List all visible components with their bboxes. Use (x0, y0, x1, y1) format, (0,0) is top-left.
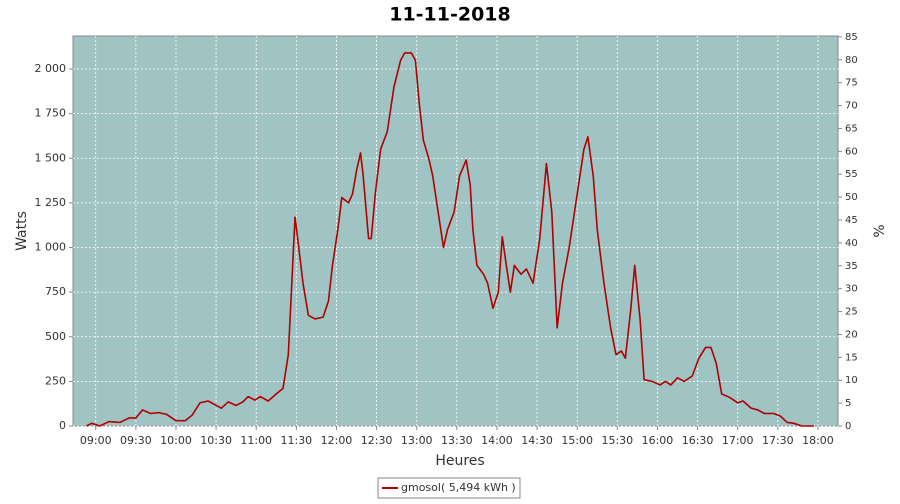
y-tick-label: 2 000 (35, 62, 67, 75)
x-tick-label: 11:30 (280, 434, 312, 447)
x-tick-label: 13:30 (441, 434, 473, 447)
x-tick-label: 12:00 (321, 434, 353, 447)
y2-tick-label: 85 (845, 32, 858, 43)
legend: gmosol( 5,494 kWh ) (377, 477, 521, 499)
x-tick-label: 11:00 (240, 434, 272, 447)
x-tick-label: 10:00 (160, 434, 192, 447)
y2-tick-label: 45 (845, 215, 858, 226)
y-tick-label: 250 (45, 374, 66, 387)
x-tick-label: 09:00 (80, 434, 112, 447)
x-tick-label: 15:30 (601, 434, 633, 447)
y-tick-label: 0 (59, 419, 66, 432)
x-tick-label: 09:30 (120, 434, 152, 447)
legend-label: gmosol( 5,494 kWh ) (401, 481, 516, 494)
x-tick-label: 17:00 (722, 434, 754, 447)
y2-axis-label: % (872, 224, 888, 237)
x-tick-label: 18:00 (802, 434, 834, 447)
plot-area (72, 35, 839, 427)
line-series (86, 52, 814, 427)
y-tick-label: 750 (45, 285, 66, 298)
x-tick-label: 15:00 (561, 434, 593, 447)
y2-tick-label: 75 (845, 78, 858, 89)
y2-tick-label: 40 (845, 238, 858, 249)
y2-tick-label: 80 (845, 55, 858, 66)
chart-title: 11-11-2018 (389, 4, 511, 26)
y2-tick-label: 25 (845, 307, 858, 318)
legend-box (377, 477, 521, 499)
x-tick-label: 14:30 (521, 434, 553, 447)
x-tick-label: 16:00 (642, 434, 674, 447)
y-tick-label: 500 (45, 330, 66, 343)
y2-tick-label: 70 (845, 101, 858, 112)
y-tick-label: 1 750 (35, 107, 67, 120)
y2-tick-label: 5 (845, 398, 851, 409)
y-tick-label: 1 250 (35, 196, 67, 209)
x-tick-label: 13:00 (401, 434, 433, 447)
x-axis-label: Heures (435, 453, 484, 469)
x-tick-label: 10:30 (200, 434, 232, 447)
y2-tick-label: 55 (845, 169, 858, 180)
y2-tick-label: 30 (845, 284, 858, 295)
y-tick-label: 1 500 (35, 151, 67, 164)
y2-tick-label: 20 (845, 329, 858, 340)
x-tick-label: 14:00 (481, 434, 513, 447)
y2-tick-label: 60 (845, 146, 858, 157)
y2-tick-label: 10 (845, 375, 858, 386)
y-tick-label: 1 000 (35, 241, 67, 254)
x-tick-label: 17:30 (762, 434, 794, 447)
x-tick-label: 12:30 (361, 434, 393, 447)
y2-tick-label: 15 (845, 352, 858, 363)
y2-tick-label: 65 (845, 123, 858, 134)
y2-tick-label: 35 (845, 261, 858, 272)
y2-tick-label: 50 (845, 192, 858, 203)
x-tick-label: 16:30 (682, 434, 714, 447)
y2-tick-label: 0 (845, 421, 851, 432)
y-axis-label: Watts (14, 211, 30, 251)
